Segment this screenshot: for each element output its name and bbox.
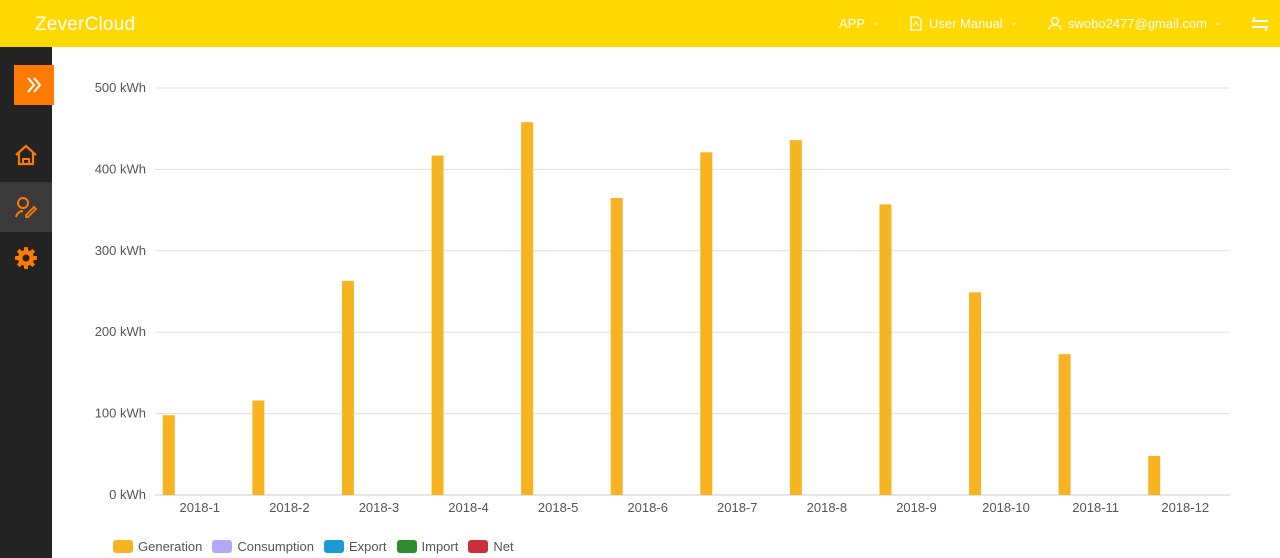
bar-generation (879, 204, 892, 496)
legend-swatch (468, 540, 489, 553)
bar-generation (521, 122, 534, 496)
bar-generation (789, 140, 802, 495)
legend-label: Generation (138, 539, 203, 554)
sidebar-item-user-edit[interactable] (0, 182, 52, 232)
y-tick-label: 400 kWh (95, 161, 146, 176)
x-tick-label: 2018-11 (1072, 500, 1119, 515)
x-tick-label: 2018-4 (448, 500, 488, 515)
x-tick-label: 2018-6 (627, 500, 667, 515)
user-manual-label: User Manual (929, 16, 1003, 31)
y-tick-label: 100 kWh (95, 406, 146, 421)
legend-item[interactable]: Net (468, 539, 514, 554)
x-tick-label: 2018-8 (807, 500, 847, 515)
bar-generation (1148, 455, 1161, 495)
y-tick-label: 0 kWh (109, 487, 146, 502)
x-tick-label: 2018-7 (717, 500, 757, 515)
legend-label: Net (493, 539, 514, 554)
legend-item[interactable]: Import (396, 539, 459, 554)
legend-label: Consumption (237, 539, 314, 554)
legend-swatch (113, 540, 133, 553)
sidebar (0, 47, 54, 558)
bar-generation (1058, 354, 1071, 495)
app-menu[interactable]: APP ⌄ (839, 0, 880, 47)
legend-label: Import (421, 539, 459, 554)
y-tick-label: 300 kWh (95, 243, 146, 258)
legend-swatch (396, 540, 417, 553)
legend-swatch (212, 540, 233, 553)
app-title: ZeverCloud (35, 14, 136, 35)
legend-item[interactable]: Generation (113, 539, 202, 554)
user-manual-menu[interactable]: User Manual ⌄ (909, 0, 1017, 47)
y-tick-label: 200 kWh (95, 324, 146, 339)
app-menu-label: APP (839, 16, 866, 31)
bar-generation (341, 280, 354, 495)
chart-legend: Generation Consumption Export Import Net (113, 539, 524, 554)
energy-chart-panel: 0 kWh 100 kWh 200 kWh 300 kWh 400 kWh 500 kWh… (52, 47, 1280, 558)
x-tick-label: 2018-12 (1161, 500, 1209, 515)
home-icon (15, 144, 37, 166)
bar-generation (969, 292, 982, 495)
chevron-down-icon: ⌄ (1009, 17, 1018, 27)
x-tick-label: 2018-10 (982, 500, 1030, 515)
user-account-menu[interactable]: swobo2477@gmail.com ⌄ (1048, 0, 1221, 47)
chevron-down-icon: ⌄ (1213, 17, 1222, 27)
bar-generation (162, 415, 175, 495)
bar-generation (700, 152, 713, 495)
x-tick-label: 2018-2 (269, 500, 309, 515)
legend-swatch (323, 540, 344, 553)
user-icon (1048, 16, 1062, 31)
sidebar-item-settings[interactable] (0, 233, 52, 283)
gear-icon (15, 247, 37, 269)
x-tick-label: 2018-3 (359, 500, 399, 515)
document-icon (910, 16, 922, 31)
monthly-energy-bar-chart: 0 kWh 100 kWh 200 kWh 300 kWh 400 kWh 500 kWh… (95, 80, 1230, 515)
legend-label: Export (348, 539, 387, 554)
user-email: swobo2477@gmail.com (1068, 16, 1207, 31)
sidebar-expand-button[interactable] (14, 65, 54, 105)
sidebar-item-home[interactable] (0, 130, 52, 180)
bar-generation (252, 400, 265, 495)
menu-toggle-icon[interactable] (1250, 14, 1270, 34)
legend-item[interactable]: Consumption (212, 539, 314, 554)
x-tick-label: 2018-1 (180, 500, 220, 515)
x-tick-label: 2018-5 (538, 500, 578, 515)
x-tick-label: 2018-9 (896, 500, 936, 515)
top-bar: ZeverCloud APP ⌄ User Manual ⌄ swobo2477… (0, 0, 1280, 47)
y-tick-label: 500 kWh (95, 80, 146, 95)
bar-generation (610, 197, 623, 495)
legend-item[interactable]: Export (323, 539, 387, 554)
user-edit-icon (15, 197, 38, 218)
expand-icon (27, 77, 42, 93)
chevron-down-icon: ⌄ (872, 17, 880, 27)
bar-generation (431, 155, 444, 495)
